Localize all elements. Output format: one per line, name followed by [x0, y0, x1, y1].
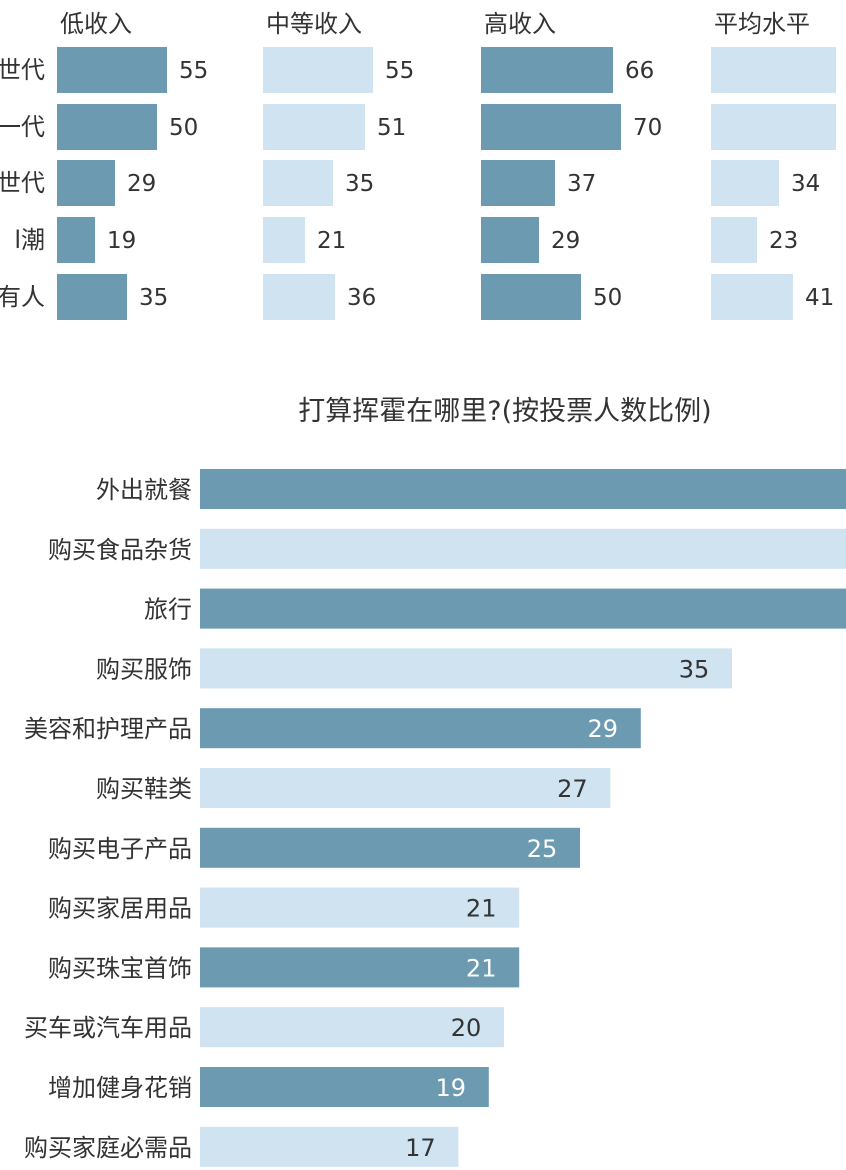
- data-label: 51: [377, 115, 406, 141]
- bar: [200, 827, 580, 868]
- bar: [200, 887, 520, 928]
- data-label: 41: [805, 285, 834, 311]
- data-label: 29: [588, 715, 619, 743]
- category-label: 购买电子产品: [48, 835, 192, 863]
- bar: [200, 648, 732, 689]
- chart-title: 打算挥霍在哪里?(按投票人数比例): [298, 396, 711, 427]
- bar: [263, 160, 333, 206]
- bar: [57, 47, 167, 93]
- data-label: 25: [527, 835, 558, 863]
- bar: [200, 1007, 504, 1048]
- data-label: 34: [791, 171, 820, 197]
- category-label: 一代: [0, 113, 45, 141]
- data-label: 29: [551, 228, 580, 254]
- bar: [263, 104, 365, 150]
- panel-title: 高收入: [484, 10, 556, 38]
- data-label: 66: [625, 58, 654, 84]
- category-label: 世代: [0, 169, 45, 197]
- data-label: 36: [347, 285, 376, 311]
- bar: [711, 274, 793, 320]
- bar: [263, 274, 335, 320]
- category-label: 购买家庭必需品: [24, 1134, 192, 1162]
- bar: [200, 1126, 459, 1167]
- data-label: 21: [466, 954, 497, 982]
- bar: [711, 104, 836, 150]
- data-label: 37: [567, 171, 596, 197]
- bar: [200, 768, 611, 808]
- category-label: 购买家居用品: [48, 895, 192, 923]
- bar: [200, 528, 846, 569]
- bar: [263, 47, 373, 93]
- bar: [481, 274, 581, 320]
- bar: [711, 47, 836, 93]
- category-label: 增加健身花销: [48, 1074, 192, 1102]
- income-generation-chart-svg: 低收入 55 50 29 19 35 中等收入 55 51 35 21 36 高收入 66 70 37 29 50…: [0, 10, 836, 320]
- bar: [57, 274, 127, 320]
- category-label: 购买鞋类: [96, 775, 192, 803]
- spending-intent-chart: 打算挥霍在哪里?(按投票人数比例) 外出就餐购买食品杂货旅行购买服饰 35 美容和护理…: [0, 380, 846, 1170]
- bar: [481, 160, 555, 206]
- bar: [711, 160, 779, 206]
- bar: [200, 469, 846, 509]
- data-label: 35: [679, 655, 710, 683]
- data-label: 50: [593, 285, 622, 311]
- category-label: 美容和护理产品: [24, 715, 192, 743]
- income-generation-chart: 低收入 55 50 29 19 35 中等收入 55 51 35 21 36 高收入 66 70 37 29 50…: [0, 0, 846, 340]
- data-label: 35: [139, 285, 168, 311]
- data-label: 50: [169, 115, 198, 141]
- bar: [57, 160, 115, 206]
- data-label: 19: [107, 228, 136, 254]
- category-label: l潮: [14, 226, 45, 254]
- data-label: 29: [127, 171, 156, 197]
- data-label: 17: [405, 1134, 436, 1162]
- category-label: 外出就餐: [96, 476, 192, 504]
- panel-title: 低收入: [60, 10, 132, 38]
- panel-title: 平均水平: [714, 10, 810, 38]
- bar: [263, 217, 305, 263]
- category-label: 买车或汽车用品: [24, 1014, 192, 1042]
- data-label: 23: [769, 228, 798, 254]
- category-label: 旅行: [144, 596, 192, 624]
- data-label: 55: [179, 58, 208, 84]
- data-label: 35: [345, 171, 374, 197]
- category-label: 有人: [0, 283, 45, 311]
- bar: [711, 217, 757, 263]
- category-label: 世代: [0, 56, 45, 84]
- bar: [200, 1067, 489, 1107]
- data-label: 70: [633, 115, 662, 141]
- bar: [57, 217, 95, 263]
- bar: [481, 47, 613, 93]
- data-label: 21: [317, 228, 346, 254]
- data-label: 55: [385, 58, 414, 84]
- data-label: 21: [466, 895, 497, 923]
- category-label: 购买食品杂货: [48, 536, 192, 564]
- category-label: 购买珠宝首饰: [48, 954, 192, 982]
- bar: [481, 217, 539, 263]
- bar: [57, 104, 157, 150]
- bar: [481, 104, 621, 150]
- data-label: 20: [451, 1014, 482, 1042]
- panel-title: 中等收入: [266, 10, 362, 38]
- bar: [200, 588, 846, 629]
- bar: [200, 708, 641, 749]
- category-label: 购买服饰: [96, 655, 192, 683]
- bar: [200, 947, 520, 988]
- data-label: 19: [436, 1074, 467, 1102]
- data-label: 27: [557, 775, 588, 803]
